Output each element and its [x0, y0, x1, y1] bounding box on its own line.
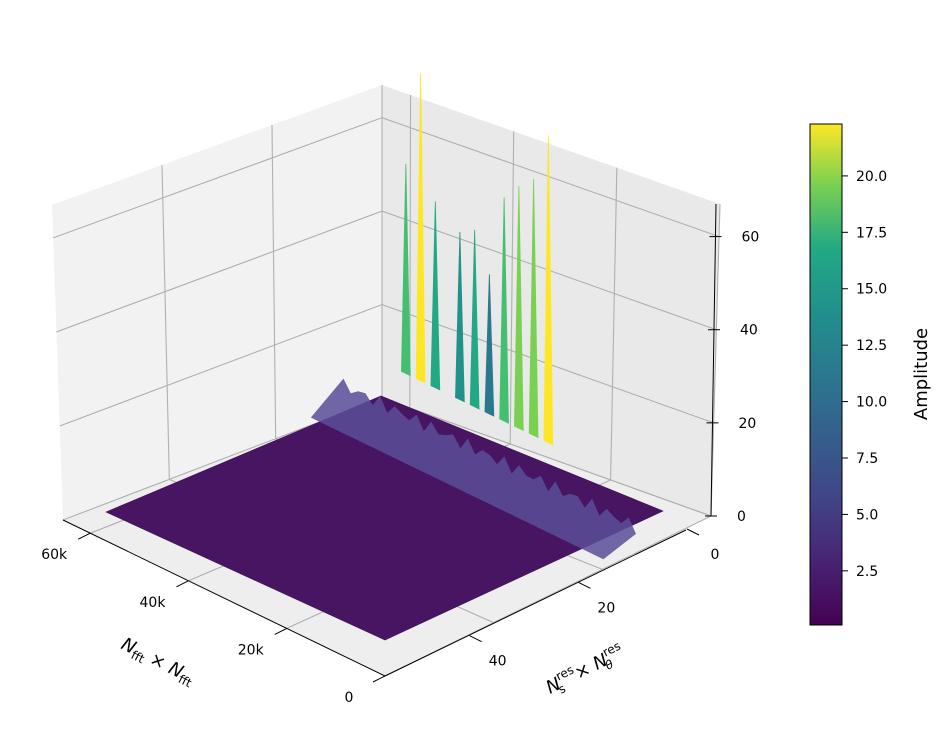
x-axis-label: Nfft × Nfft — [117, 634, 199, 691]
z-axis-ticks: 0 20 40 60 — [705, 230, 759, 525]
colorbar-label: Amplitude — [911, 328, 932, 420]
colorbar-tick-label: 2.5 — [856, 564, 878, 580]
colorbar-tick-label: 5.0 — [856, 507, 878, 523]
colorbar-ticks: 2.5 5.0 7.5 10.0 12.5 15.0 17.5 20.0 — [842, 169, 887, 580]
y-tick-label: 20 — [597, 600, 615, 616]
surface-peak — [430, 201, 441, 391]
surface-ridge — [310, 73, 636, 560]
x-tick-mark — [176, 580, 189, 588]
x-axis-line — [62, 519, 386, 677]
surface-peak — [514, 186, 524, 431]
colorbar-tick-label: 10.0 — [856, 395, 887, 411]
z-gridline — [52, 117, 720, 239]
z-gridline — [56, 210, 717, 333]
z-tick-label: 0 — [737, 509, 746, 525]
surface-base — [105, 395, 664, 641]
x-tick-label: 0 — [345, 690, 354, 706]
surface-peak — [528, 179, 539, 439]
colorbar-tick-label: 7.5 — [856, 451, 878, 467]
x-tick-mark — [77, 532, 91, 540]
y-axis-ticks: 0 20 40 — [469, 528, 720, 670]
y-axis-label: Nress × Nresθ — [541, 639, 628, 701]
surface-peak — [484, 274, 495, 417]
surface-peak — [469, 229, 480, 410]
y-tick-mark — [686, 528, 700, 536]
z-axis-line — [710, 203, 717, 517]
z-tick-label: 40 — [740, 323, 758, 339]
surface-peak — [415, 73, 426, 384]
surface-peak — [401, 163, 411, 377]
x-tick-label: 60k — [41, 547, 68, 563]
z-tick-label: 60 — [741, 230, 759, 246]
colorbar-tick-label: 20.0 — [856, 169, 887, 185]
left-back-pane — [52, 85, 382, 520]
x-tick-label: 20k — [238, 642, 265, 658]
x-tick-mark — [372, 675, 386, 683]
colorbar-tick-label: 12.5 — [856, 338, 887, 354]
colorbar-tick-label: 15.0 — [856, 282, 887, 298]
y-tick-label: 0 — [711, 547, 720, 563]
surface-peak — [455, 231, 465, 403]
y-tick-label: 40 — [489, 654, 507, 670]
x-axis-ticks: 0 20k 40k 60k — [41, 532, 386, 706]
z-tick-label: 20 — [738, 416, 756, 432]
y-tick-mark — [469, 635, 482, 643]
y-tick-mark — [578, 581, 591, 589]
surface-peak — [543, 135, 554, 446]
z-gridline — [59, 303, 714, 427]
colorbar-tick-label: 17.5 — [856, 225, 887, 241]
surface-peak — [499, 197, 509, 424]
x-tick-mark — [274, 627, 287, 635]
colorbar — [809, 123, 843, 626]
ridge-band — [310, 378, 636, 560]
x-tick-label: 40k — [140, 595, 167, 611]
y-axis-line — [384, 529, 687, 677]
